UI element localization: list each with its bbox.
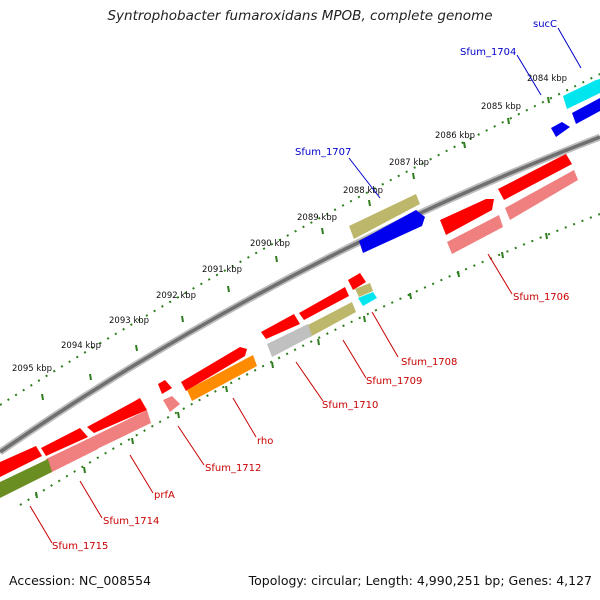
gene-label-sfum-1709: Sfum_1709	[366, 376, 422, 387]
gene-red-small[interactable]	[348, 273, 366, 290]
gene-red-mid1[interactable]	[299, 287, 349, 320]
gene-sfum-1714-pink[interactable]	[46, 436, 98, 473]
gene-label-sfum-1704: Sfum_1704	[460, 47, 516, 58]
gene-sfum-1708-cyan[interactable]	[358, 292, 377, 306]
topology-text: Topology: circular; Length: 4,990,251 bp…	[248, 573, 592, 588]
gene-label-sfum-1706: Sfum_1706	[513, 292, 569, 303]
gene-red-left3[interactable]	[0, 446, 42, 477]
gene-small-blue[interactable]	[551, 122, 570, 137]
leader-sfum-1704	[516, 54, 542, 96]
gene-label-prfA: prfA	[154, 490, 175, 501]
kbp-label: 2093 kbp	[109, 316, 149, 326]
gene-sfum-1707-blue[interactable]	[359, 210, 425, 253]
leader-sucC	[557, 27, 582, 69]
gene-red-1705a[interactable]	[498, 154, 572, 200]
gene-label-sfum-1715: Sfum_1715	[52, 541, 108, 552]
gene-label-sfum-1710: Sfum_1710	[322, 400, 378, 411]
gene-label-sfum-1708: Sfum_1708	[401, 357, 457, 368]
forward-strand-genes	[0, 79, 600, 477]
leader-prfA	[129, 454, 154, 494]
gene-prfA-pink[interactable]	[94, 410, 151, 449]
kbp-label: 2094 kbp	[61, 341, 101, 351]
kbp-label: 2086 kbp	[435, 131, 475, 141]
gene-label-sfum-1712: Sfum_1712	[205, 463, 261, 474]
gene-red-big1[interactable]	[181, 347, 247, 391]
kbp-label: 2088 kbp	[343, 186, 383, 196]
leader-rho	[232, 397, 257, 438]
leader-sfum-1706	[487, 253, 513, 295]
kbp-label: 2091 kbp	[202, 265, 242, 275]
leader-sfum-1710	[295, 361, 324, 402]
kbp-label: 2095 kbp	[12, 364, 52, 374]
reverse-strand-genes	[0, 170, 578, 498]
kbp-label: 2084 kbp	[527, 74, 567, 84]
gene-red-mid2[interactable]	[261, 314, 300, 339]
gene-label-sfum-1714: Sfum_1714	[103, 516, 159, 527]
kbp-label: 2087 kbp	[389, 158, 429, 168]
kbp-label: 2089 kbp	[297, 213, 337, 223]
major-ticks-upper	[41, 96, 550, 401]
gene-sucC[interactable]	[563, 79, 600, 109]
gene-sfum-1712-pink[interactable]	[163, 396, 180, 412]
kbp-label: 2092 kbp	[156, 291, 196, 301]
gene-label-sucC: sucC	[533, 19, 557, 30]
inner-tick-ring	[19, 213, 600, 506]
accession-text: Accession: NC_008554	[9, 573, 152, 588]
gene-sfum-1708-khaki[interactable]	[355, 283, 373, 297]
gene-sfum-1707-khaki[interactable]	[349, 194, 420, 239]
gene-red-left1[interactable]	[87, 398, 147, 433]
leader-sfum-1709	[342, 339, 367, 379]
gene-sfum-1710-silver[interactable]	[267, 324, 312, 357]
gene-rho-orange[interactable]	[187, 355, 257, 401]
major-ticks-lower	[35, 232, 548, 499]
gene-red-1706a[interactable]	[440, 199, 494, 235]
map-title: Syntrophobacter fumaroxidans MPOB, compl…	[107, 8, 493, 24]
leader-sfum-1707	[348, 157, 381, 199]
leader-sfum-1708	[371, 311, 399, 358]
gene-pink-1705[interactable]	[505, 170, 578, 220]
outer-tick-ring	[0, 73, 600, 406]
gene-sfum-1704[interactable]	[572, 98, 600, 124]
gene-label-rho: rho	[257, 436, 273, 447]
gene-red-left2[interactable]	[41, 428, 88, 456]
gene-label-sfum-1707: Sfum_1707	[295, 147, 351, 158]
gene-sfum-1715-olive[interactable]	[0, 459, 52, 498]
leader-sfum-1714	[79, 480, 103, 519]
gene-sfum-1706-pink[interactable]	[447, 215, 503, 254]
kbp-label: 2090 kbp	[250, 239, 290, 249]
gene-sfum-1709-khaki[interactable]	[306, 302, 356, 337]
gene-red-tiny[interactable]	[158, 380, 172, 394]
leader-sfum-1712	[177, 425, 205, 466]
leader-sfum-1715	[29, 505, 53, 544]
kbp-label: 2085 kbp	[481, 102, 521, 112]
